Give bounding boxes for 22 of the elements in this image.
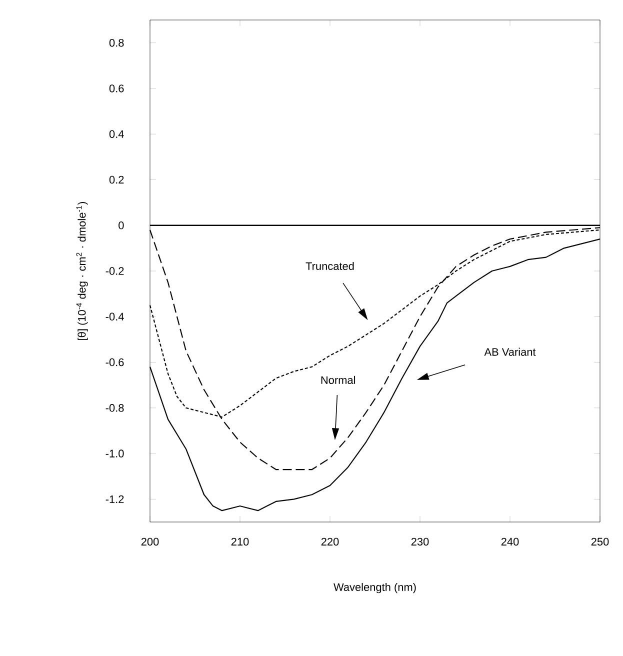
annotation: Normal xyxy=(321,376,356,384)
y-tick-label: -1.2 xyxy=(106,495,124,504)
y-tick-label: 0.2 xyxy=(109,176,124,184)
y-tick-label: -0.2 xyxy=(106,267,124,275)
y-tick-label: 0.4 xyxy=(109,130,124,138)
x-tick-label: 230 xyxy=(411,538,429,546)
y-axis-title: [θ] (10$^{-4}$ deg · cm$^{2}$ · dmole$^{-1}$) xyxy=(76,202,88,340)
y-tick-label: -0.6 xyxy=(106,358,124,366)
x-axis-title: Wavelength (nm) xyxy=(334,582,416,594)
y-tick-label: 0.8 xyxy=(109,38,124,47)
annotation: AB Variant xyxy=(484,348,536,356)
x-tick-label: 210 xyxy=(231,538,249,546)
y-tick-label: -1.0 xyxy=(106,450,124,458)
y-tick-label: -0.8 xyxy=(106,404,124,412)
x-tick-label: 250 xyxy=(591,538,609,546)
y-tick-label: -0.4 xyxy=(106,312,124,321)
x-tick-label: 200 xyxy=(141,538,159,546)
x-tick-label: 220 xyxy=(321,538,339,546)
x-tick-label: 240 xyxy=(501,538,519,546)
y-tick-label: 0.6 xyxy=(109,84,124,92)
annotation: Truncated xyxy=(306,262,354,270)
y-tick-label: 0 xyxy=(118,221,124,230)
